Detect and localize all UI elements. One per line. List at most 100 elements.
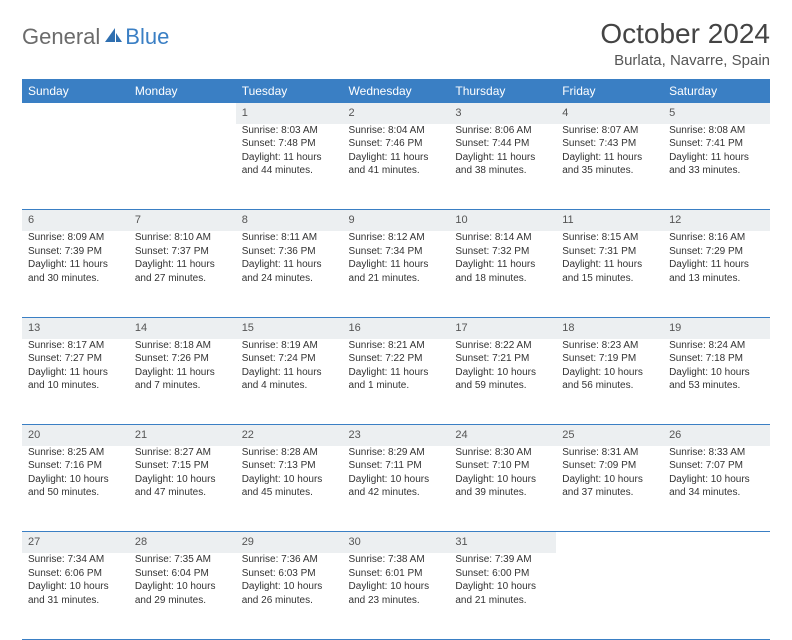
sunset-text: Sunset: 7:34 PM xyxy=(349,245,444,259)
sunset-text: Sunset: 6:01 PM xyxy=(349,567,444,581)
daylight-text: Daylight: 10 hours and 56 minutes. xyxy=(562,366,657,393)
day-cell: Sunrise: 8:10 AMSunset: 7:37 PMDaylight:… xyxy=(129,231,236,317)
day-number-cell: 13 xyxy=(22,317,129,338)
sunrise-text: Sunrise: 7:38 AM xyxy=(349,553,444,567)
day-content-row: Sunrise: 8:03 AMSunset: 7:48 PMDaylight:… xyxy=(22,124,770,210)
sunrise-text: Sunrise: 8:18 AM xyxy=(135,339,230,353)
day-number-cell: 17 xyxy=(449,317,556,338)
day-cell: Sunrise: 8:18 AMSunset: 7:26 PMDaylight:… xyxy=(129,339,236,425)
daylight-text: Daylight: 11 hours and 18 minutes. xyxy=(455,258,550,285)
weekday-header: Thursday xyxy=(449,79,556,103)
day-cell: Sunrise: 7:36 AMSunset: 6:03 PMDaylight:… xyxy=(236,553,343,639)
sunset-text: Sunset: 7:10 PM xyxy=(455,459,550,473)
day-cell: Sunrise: 7:39 AMSunset: 6:00 PMDaylight:… xyxy=(449,553,556,639)
daylight-text: Daylight: 10 hours and 31 minutes. xyxy=(28,580,123,607)
day-number-cell xyxy=(22,103,129,124)
sunrise-text: Sunrise: 8:33 AM xyxy=(669,446,764,460)
daylight-text: Daylight: 11 hours and 41 minutes. xyxy=(349,151,444,178)
day-number-cell: 8 xyxy=(236,210,343,231)
sunset-text: Sunset: 7:18 PM xyxy=(669,352,764,366)
sunset-text: Sunset: 6:04 PM xyxy=(135,567,230,581)
sunrise-text: Sunrise: 8:31 AM xyxy=(562,446,657,460)
sunset-text: Sunset: 7:24 PM xyxy=(242,352,337,366)
day-number-cell: 19 xyxy=(663,317,770,338)
day-cell: Sunrise: 8:09 AMSunset: 7:39 PMDaylight:… xyxy=(22,231,129,317)
sunrise-text: Sunrise: 8:15 AM xyxy=(562,231,657,245)
sunset-text: Sunset: 6:00 PM xyxy=(455,567,550,581)
day-cell: Sunrise: 8:28 AMSunset: 7:13 PMDaylight:… xyxy=(236,446,343,532)
day-cell xyxy=(129,124,236,210)
daylight-text: Daylight: 10 hours and 53 minutes. xyxy=(669,366,764,393)
sunrise-text: Sunrise: 8:27 AM xyxy=(135,446,230,460)
daylight-text: Daylight: 10 hours and 29 minutes. xyxy=(135,580,230,607)
day-cell: Sunrise: 8:27 AMSunset: 7:15 PMDaylight:… xyxy=(129,446,236,532)
sunrise-text: Sunrise: 8:08 AM xyxy=(669,124,764,138)
day-number-cell: 23 xyxy=(343,425,450,446)
sunset-text: Sunset: 7:29 PM xyxy=(669,245,764,259)
day-cell: Sunrise: 8:16 AMSunset: 7:29 PMDaylight:… xyxy=(663,231,770,317)
calendar-body: 12345Sunrise: 8:03 AMSunset: 7:48 PMDayl… xyxy=(22,103,770,639)
day-cell: Sunrise: 8:22 AMSunset: 7:21 PMDaylight:… xyxy=(449,339,556,425)
daylight-text: Daylight: 11 hours and 15 minutes. xyxy=(562,258,657,285)
sunset-text: Sunset: 7:09 PM xyxy=(562,459,657,473)
daylight-text: Daylight: 11 hours and 35 minutes. xyxy=(562,151,657,178)
daylight-text: Daylight: 11 hours and 24 minutes. xyxy=(242,258,337,285)
day-number-cell: 1 xyxy=(236,103,343,124)
sunset-text: Sunset: 7:26 PM xyxy=(135,352,230,366)
sunset-text: Sunset: 7:19 PM xyxy=(562,352,657,366)
sunset-text: Sunset: 7:15 PM xyxy=(135,459,230,473)
sunrise-text: Sunrise: 8:28 AM xyxy=(242,446,337,460)
daylight-text: Daylight: 10 hours and 42 minutes. xyxy=(349,473,444,500)
sunset-text: Sunset: 7:22 PM xyxy=(349,352,444,366)
month-title: October 2024 xyxy=(600,18,770,50)
day-cell xyxy=(556,553,663,639)
day-cell: Sunrise: 8:24 AMSunset: 7:18 PMDaylight:… xyxy=(663,339,770,425)
daylight-text: Daylight: 11 hours and 33 minutes. xyxy=(669,151,764,178)
day-number-row: 12345 xyxy=(22,103,770,124)
sunrise-text: Sunrise: 8:07 AM xyxy=(562,124,657,138)
day-number-cell: 16 xyxy=(343,317,450,338)
day-number-cell: 15 xyxy=(236,317,343,338)
daylight-text: Daylight: 10 hours and 23 minutes. xyxy=(349,580,444,607)
sunrise-text: Sunrise: 7:35 AM xyxy=(135,553,230,567)
daylight-text: Daylight: 11 hours and 1 minute. xyxy=(349,366,444,393)
day-number-cell: 4 xyxy=(556,103,663,124)
day-cell: Sunrise: 8:31 AMSunset: 7:09 PMDaylight:… xyxy=(556,446,663,532)
day-number-cell: 30 xyxy=(343,532,450,553)
sunrise-text: Sunrise: 8:23 AM xyxy=(562,339,657,353)
sunrise-text: Sunrise: 8:29 AM xyxy=(349,446,444,460)
day-cell: Sunrise: 8:07 AMSunset: 7:43 PMDaylight:… xyxy=(556,124,663,210)
day-cell: Sunrise: 8:33 AMSunset: 7:07 PMDaylight:… xyxy=(663,446,770,532)
day-number-cell: 2 xyxy=(343,103,450,124)
day-number-cell: 21 xyxy=(129,425,236,446)
day-cell xyxy=(22,124,129,210)
sunrise-text: Sunrise: 8:30 AM xyxy=(455,446,550,460)
sunset-text: Sunset: 6:06 PM xyxy=(28,567,123,581)
day-number-cell: 28 xyxy=(129,532,236,553)
weekday-header: Saturday xyxy=(663,79,770,103)
day-number-cell: 24 xyxy=(449,425,556,446)
weekday-header: Tuesday xyxy=(236,79,343,103)
sunrise-text: Sunrise: 8:09 AM xyxy=(28,231,123,245)
day-number-row: 13141516171819 xyxy=(22,317,770,338)
sunrise-text: Sunrise: 8:12 AM xyxy=(349,231,444,245)
sunset-text: Sunset: 7:46 PM xyxy=(349,137,444,151)
sunset-text: Sunset: 7:48 PM xyxy=(242,137,337,151)
day-cell: Sunrise: 8:30 AMSunset: 7:10 PMDaylight:… xyxy=(449,446,556,532)
day-cell: Sunrise: 8:08 AMSunset: 7:41 PMDaylight:… xyxy=(663,124,770,210)
day-number-cell: 31 xyxy=(449,532,556,553)
calendar-table: Sunday Monday Tuesday Wednesday Thursday… xyxy=(22,79,770,640)
day-cell: Sunrise: 7:34 AMSunset: 6:06 PMDaylight:… xyxy=(22,553,129,639)
sunset-text: Sunset: 7:31 PM xyxy=(562,245,657,259)
logo-sail-icon xyxy=(103,24,123,50)
weekday-header: Friday xyxy=(556,79,663,103)
day-cell: Sunrise: 8:29 AMSunset: 7:11 PMDaylight:… xyxy=(343,446,450,532)
day-cell: Sunrise: 8:19 AMSunset: 7:24 PMDaylight:… xyxy=(236,339,343,425)
day-number-row: 2728293031 xyxy=(22,532,770,553)
day-number-cell: 11 xyxy=(556,210,663,231)
sunset-text: Sunset: 7:07 PM xyxy=(669,459,764,473)
daylight-text: Daylight: 10 hours and 59 minutes. xyxy=(455,366,550,393)
day-number-cell: 5 xyxy=(663,103,770,124)
daylight-text: Daylight: 11 hours and 30 minutes. xyxy=(28,258,123,285)
day-cell: Sunrise: 8:21 AMSunset: 7:22 PMDaylight:… xyxy=(343,339,450,425)
